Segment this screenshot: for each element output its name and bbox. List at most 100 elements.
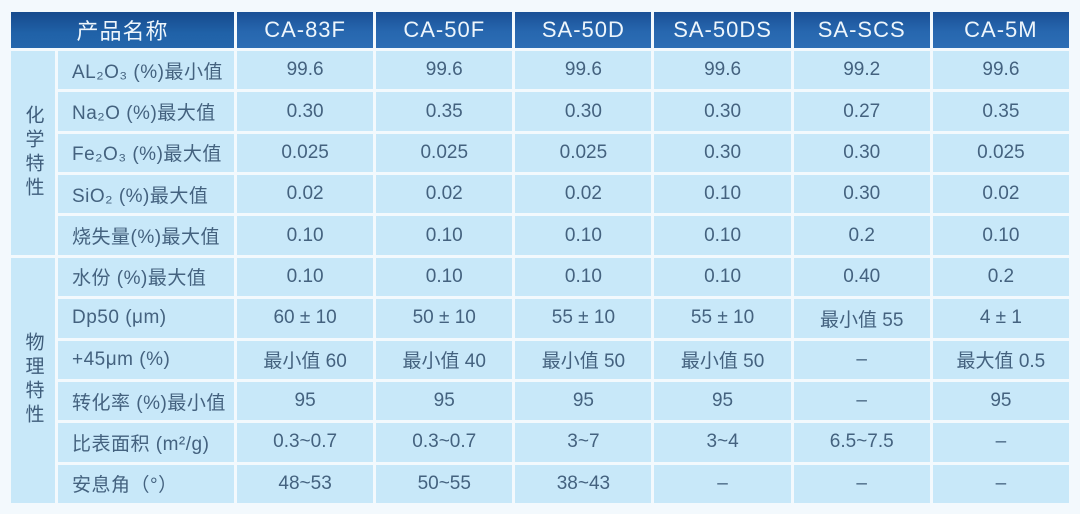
table-row: 物理特性 水份 (%)最大值 0.10 0.10 0.10 0.10 0.40 0.2: [11, 257, 1069, 503]
data-cell: 0.30: [654, 92, 791, 131]
product-name-header: 产品名称: [11, 12, 235, 48]
table-row: Dp50 (μm) 60 ± 10 50 ± 10 55 ± 10 55 ± 10 最小值…: [11, 299, 1069, 338]
data-cell: 0.30: [515, 92, 652, 131]
table-body: 化学特性 AL₂O₃ (%)最小值 99.6 99.6 99.6 99.6 99.2 99.6…: [11, 51, 1069, 503]
data-cell: 0.02: [515, 175, 652, 214]
data-cell: 99.6: [376, 51, 513, 90]
data-cell: 0.10: [654, 257, 791, 297]
data-cell: 0.025: [515, 133, 652, 173]
data-cell: 0.025: [376, 133, 513, 173]
data-cell: 95: [376, 381, 513, 421]
product-column-header-sa-50ds: SA-50DS: [654, 12, 791, 48]
product-column-header-sa-50d: SA-50D: [515, 12, 652, 48]
header-row: 产品名称 CA-83F CA-50F SA-50D SA-50DS SA-SCS CA-5M: [11, 12, 1069, 48]
data-cell: 4 ± 1: [932, 299, 1069, 338]
data-cell: 99.6: [932, 51, 1069, 90]
data-cell: –: [793, 464, 930, 503]
data-cell: 95: [237, 381, 374, 421]
group-label: 物理特性: [11, 257, 55, 503]
data-cell: 0.30: [793, 175, 930, 214]
data-cell: 0.10: [515, 216, 652, 255]
data-cell: 0.025: [237, 133, 374, 173]
table-row: SiO₂ (%)最大值 0.02 0.02 0.02 0.10 0.30 0.02: [11, 175, 1069, 214]
data-cell: 0.02: [376, 175, 513, 214]
data-cell: 最小值 40: [376, 340, 513, 379]
data-cell: –: [793, 340, 930, 379]
row-label: 水份 (%)最大值: [58, 257, 235, 297]
table-row: +45μm (%) 最小值 60 最小值 40 最小值 50 最小值 50– 最大值 0.…: [11, 340, 1069, 379]
row-label: 安息角（°）: [58, 464, 235, 503]
row-label: Na₂O (%)最大值: [58, 92, 235, 131]
data-cell: 55 ± 10: [515, 299, 652, 338]
data-cell: –: [932, 423, 1069, 462]
data-cell: 95: [515, 381, 652, 421]
row-label: 比表面积 (m²/g): [58, 423, 235, 462]
table-row: 烧失量(%)最大值 0.10 0.10 0.10 0.10 0.2 0.10: [11, 216, 1069, 255]
row-label: +45μm (%): [58, 340, 235, 379]
data-cell: –: [793, 381, 930, 421]
data-cell: 0.27: [793, 92, 930, 131]
data-cell: 3~7: [515, 423, 652, 462]
data-cell: 最小值 50: [654, 340, 791, 379]
product-column-header-ca-50f: CA-50F: [376, 12, 513, 48]
data-cell: 0.35: [376, 92, 513, 131]
data-cell: 0.10: [237, 216, 374, 255]
data-cell: 0.10: [654, 175, 791, 214]
data-cell: 50 ± 10: [376, 299, 513, 338]
row-label: Dp50 (μm): [58, 299, 235, 338]
data-cell: 0.40: [793, 257, 930, 297]
data-cell: 0.02: [237, 175, 374, 214]
table-row: Fe₂O₃ (%)最大值 0.025 0.025 0.025 0.30 0.30 0.025: [11, 133, 1069, 173]
data-cell: –: [654, 464, 791, 503]
data-cell: 99.2: [793, 51, 930, 90]
data-cell: 最小值 55: [793, 299, 930, 338]
table-row: 比表面积 (m²/g) 0.3~0.7 0.3~0.7 3~7 3~4 6.5~7.5–: [11, 423, 1069, 462]
data-cell: 0.10: [237, 257, 374, 297]
data-cell: 0.3~0.7: [237, 423, 374, 462]
table-row: Na₂O (%)最大值 0.30 0.35 0.30 0.30 0.27 0.35: [11, 92, 1069, 131]
product-column-header-sa-scs: SA-SCS: [793, 12, 930, 48]
row-label: 转化率 (%)最小值: [58, 381, 235, 421]
data-cell: 0.2: [932, 257, 1069, 297]
data-cell: 0.35: [932, 92, 1069, 131]
product-spec-table: 产品名称 CA-83F CA-50F SA-50D SA-50DS SA-SCS CA-5M…: [8, 9, 1072, 506]
group-label-text: 物理特性: [22, 332, 44, 429]
data-cell: 0.30: [654, 133, 791, 173]
row-label: AL₂O₃ (%)最小值: [58, 51, 235, 90]
data-cell: 95: [932, 381, 1069, 421]
table-row: 安息角（°） 48~53 50~55 38~43– – –: [11, 464, 1069, 503]
data-cell: 99.6: [654, 51, 791, 90]
data-cell: 99.6: [515, 51, 652, 90]
data-cell: 3~4: [654, 423, 791, 462]
data-cell: 0.10: [654, 216, 791, 255]
row-label: Fe₂O₃ (%)最大值: [58, 133, 235, 173]
row-label: SiO₂ (%)最大值: [58, 175, 235, 214]
data-cell: 0.30: [237, 92, 374, 131]
data-cell: 95: [654, 381, 791, 421]
table-row: 化学特性 AL₂O₃ (%)最小值 99.6 99.6 99.6 99.6 99.2 99.6: [11, 51, 1069, 255]
data-cell: 60 ± 10: [237, 299, 374, 338]
table-row: 转化率 (%)最小值 95 95 95 95–95: [11, 381, 1069, 421]
data-cell: 0.025: [932, 133, 1069, 173]
data-cell: 48~53: [237, 464, 374, 503]
data-cell: 0.02: [932, 175, 1069, 214]
data-cell: 0.10: [515, 257, 652, 297]
data-cell: 55 ± 10: [654, 299, 791, 338]
data-cell: 0.10: [376, 257, 513, 297]
data-cell: 最大值 0.5: [932, 340, 1069, 379]
data-cell: 38~43: [515, 464, 652, 503]
group-label-text: 化学特性: [22, 104, 44, 201]
product-column-header-ca-5m: CA-5M: [932, 12, 1069, 48]
data-cell: 0.30: [793, 133, 930, 173]
data-cell: 50~55: [376, 464, 513, 503]
data-cell: 99.6: [237, 51, 374, 90]
row-label: 烧失量(%)最大值: [58, 216, 235, 255]
data-cell: 最小值 50: [515, 340, 652, 379]
data-cell: 0.3~0.7: [376, 423, 513, 462]
data-cell: 0.10: [376, 216, 513, 255]
data-cell: –: [932, 464, 1069, 503]
data-cell: 0.2: [793, 216, 930, 255]
data-cell: 0.10: [932, 216, 1069, 255]
group-label: 化学特性: [11, 51, 55, 255]
